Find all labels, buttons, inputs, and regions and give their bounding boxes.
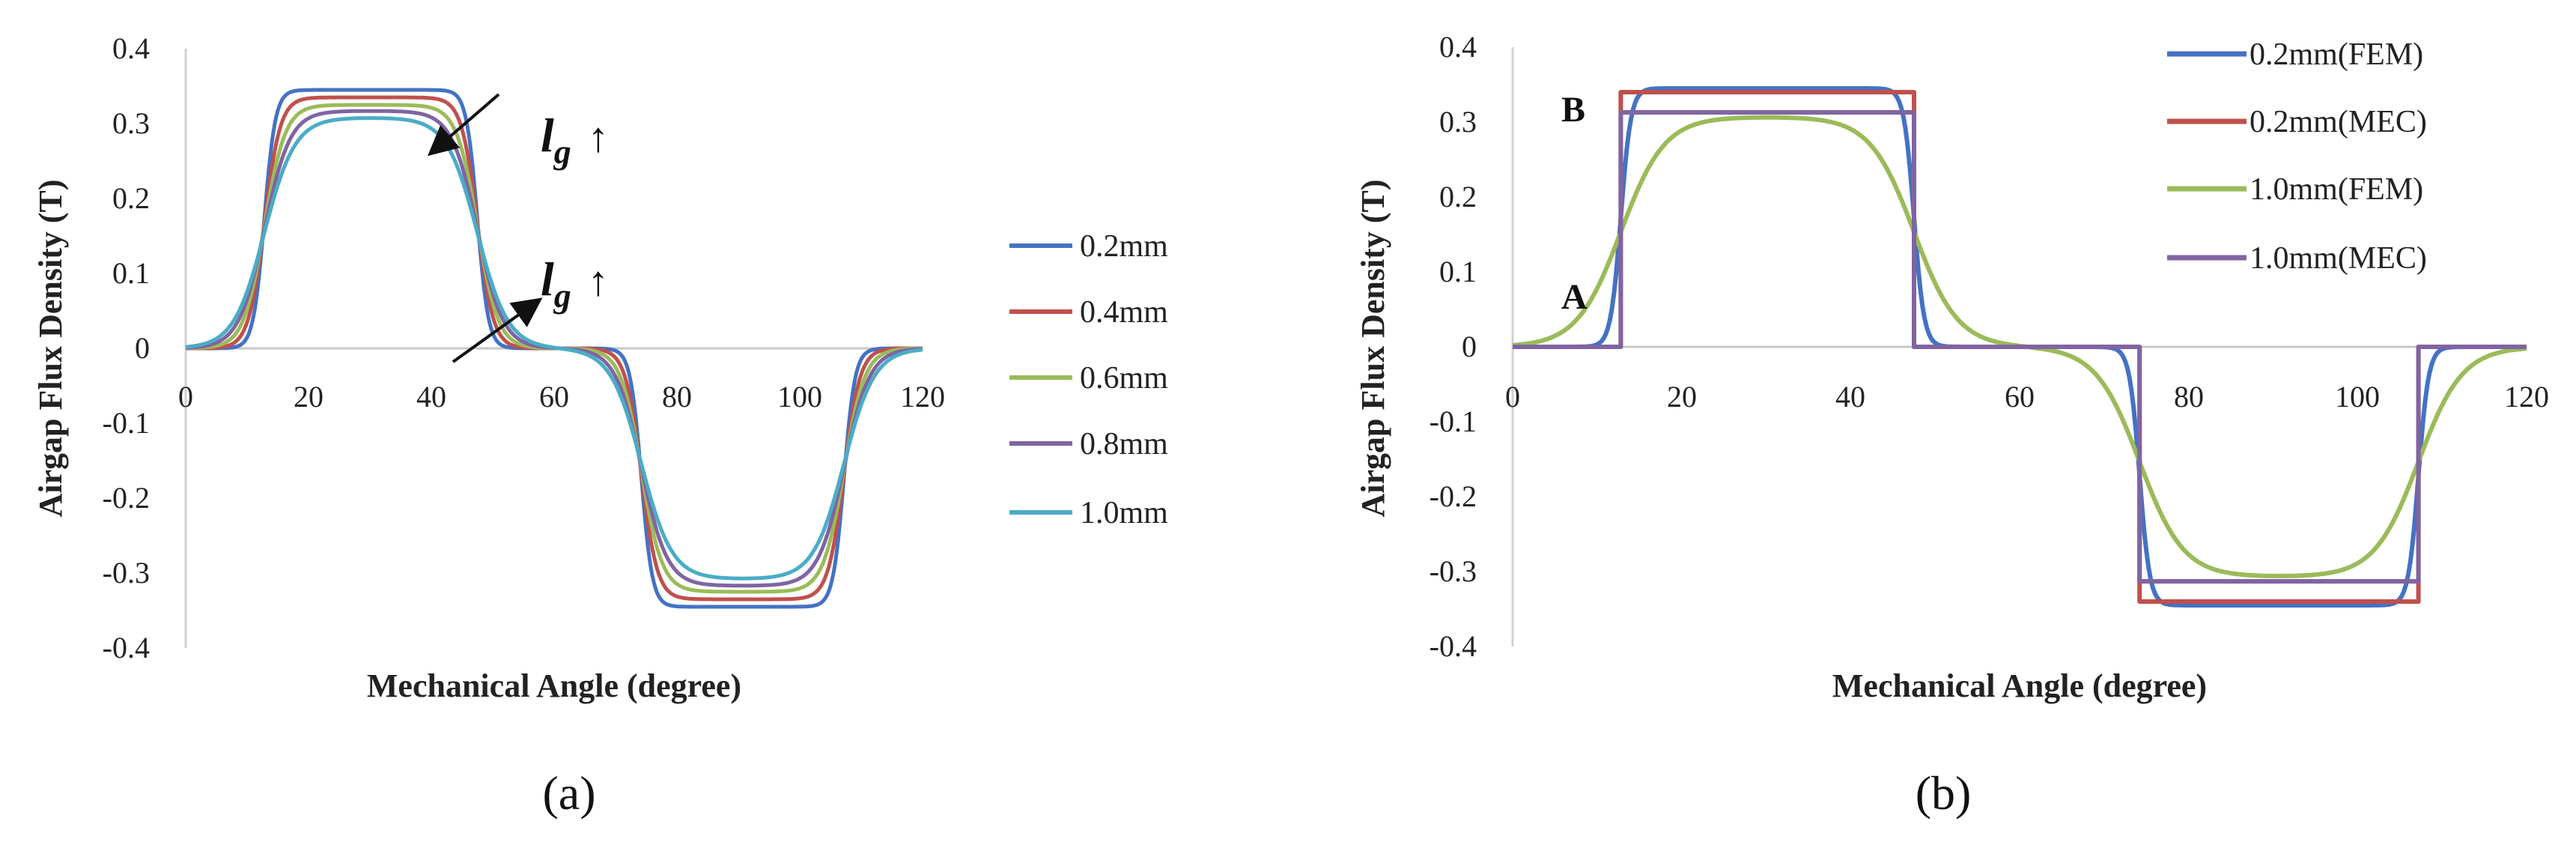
legend-label: 1.0mm(FEM) — [2250, 172, 2423, 207]
panel-a-xtick-label: 100 — [777, 380, 822, 414]
panel-b-xtick-label: 100 — [2335, 380, 2380, 414]
legend-item-0-2mm-mec: 0.2mm(MEC) — [2167, 105, 2427, 139]
panel-b-ytick-label: 0.1 — [1439, 255, 1477, 288]
legend-item-1-0mm-fem: 1.0mm(FEM) — [2167, 172, 2423, 207]
panel-b-xtick-label: 40 — [1835, 380, 1865, 414]
legend-label: 0.2mm — [1080, 229, 1168, 264]
panel-b-ytick-label: -0.4 — [1430, 629, 1477, 663]
panel-a: 0.4 0.3 0.2 0.1 0 -0.1 -0.2 -0.3 -0.4 0 … — [32, 31, 1168, 820]
panel-a-annotation-arrow-lower — [452, 297, 543, 363]
panel-a-annotation-arrow-upper — [427, 93, 500, 157]
panel-a-xtick-label: 80 — [662, 380, 692, 414]
legend-item-0-2mm-fem: 0.2mm(FEM) — [2167, 37, 2423, 72]
panel-b-series — [1512, 86, 2527, 608]
panel-a-label: (a) — [542, 766, 595, 820]
legend-label: 0.6mm — [1080, 361, 1168, 396]
panel-a-ytick-label: -0.3 — [103, 556, 150, 590]
panel-a-ytick-label: -0.4 — [103, 631, 150, 664]
legend-item-0-2mm: 0.2mm — [1009, 229, 1168, 264]
panel-a-ytick-label: 0.4 — [112, 31, 150, 65]
panel-b-ytick-label: -0.2 — [1430, 479, 1477, 513]
panel-b: 0.4 0.3 0.2 0.1 0 -0.1 -0.2 -0.3 -0.4 0 … — [1355, 30, 2549, 820]
panel-b-point-label-a: A — [1561, 277, 1588, 317]
panel-a-annotation-upper: lg ↑ — [541, 109, 609, 171]
legend-label: 0.2mm(FEM) — [2250, 37, 2423, 72]
panel-b-ytick-label: 0.2 — [1439, 180, 1477, 213]
panel-b-ytick-label: 0.3 — [1439, 105, 1477, 139]
panel-b-ytick-label: -0.3 — [1430, 554, 1477, 588]
legend-label: 1.0mm — [1080, 496, 1168, 530]
panel-b-ytick-label: 0 — [1462, 330, 1477, 363]
panel-a-legend: 0.2mm 0.4mm 0.6mm 0.8mm 1.0mm — [1009, 229, 1168, 530]
series-line-1-0mm — [185, 116, 923, 581]
series-line-1-0mm-mec- — [1513, 110, 2527, 584]
panel-a-xtick-label: 20 — [294, 380, 323, 414]
panel-a-xtick-label: 0 — [178, 380, 193, 414]
panel-a-ytick-label: 0 — [135, 331, 150, 365]
legend-label: 0.4mm — [1080, 295, 1168, 330]
panel-a-xtick-label: 60 — [539, 380, 569, 414]
panel-a-y-axis-title: Airgap Flux Density (T) — [32, 180, 69, 518]
panel-b-xtick-label: 60 — [2005, 380, 2035, 414]
legend-item-1-0mm: 1.0mm — [1009, 496, 1168, 530]
panel-a-xtick-label: 120 — [900, 380, 945, 414]
legend-item-1-0mm-mec: 1.0mm(MEC) — [2167, 241, 2427, 276]
legend-item-0-8mm: 0.8mm — [1009, 427, 1168, 461]
legend-item-0-4mm: 0.4mm — [1009, 295, 1168, 330]
panel-a-ytick-label: -0.1 — [103, 406, 150, 440]
panel-b-ytick-label: 0.4 — [1439, 30, 1477, 64]
panel-b-xtick-label: 0 — [1505, 380, 1520, 414]
panel-b-ytick-label: -0.1 — [1430, 405, 1477, 438]
panel-b-ytick-labels: 0.4 0.3 0.2 0.1 0 -0.1 -0.2 -0.3 -0.4 — [1430, 30, 1477, 663]
panel-b-xtick-labels: 0 20 40 60 80 100 120 — [1505, 380, 2549, 414]
panel-a-annotation-lower: lg ↑ — [541, 252, 609, 315]
panel-b-xtick-label: 20 — [1667, 380, 1697, 414]
legend-item-0-6mm: 0.6mm — [1009, 361, 1168, 396]
panel-b-y-axis-title: Airgap Flux Density (T) — [1355, 180, 1391, 518]
panel-a-ytick-label: 0.1 — [112, 256, 150, 290]
panel-a-xtick-labels: 0 20 40 60 80 100 120 — [178, 380, 945, 414]
panel-a-xtick-label: 40 — [416, 380, 446, 414]
panel-b-label: (b) — [1916, 766, 1972, 820]
legend-label: 0.8mm — [1080, 427, 1168, 461]
legend-label: 0.2mm(MEC) — [2250, 105, 2427, 139]
panel-a-x-axis-title: Mechanical Angle (degree) — [367, 667, 741, 704]
panel-a-ytick-labels: 0.4 0.3 0.2 0.1 0 -0.1 -0.2 -0.3 -0.4 — [103, 31, 150, 664]
panel-a-ytick-label: 0.3 — [112, 106, 150, 140]
panel-b-point-label-b: B — [1561, 90, 1585, 130]
panel-b-xtick-label: 120 — [2504, 380, 2549, 414]
panel-a-series — [185, 88, 923, 609]
legend-label: 1.0mm(MEC) — [2250, 241, 2427, 276]
panel-b-x-axis-title: Mechanical Angle (degree) — [1832, 667, 2207, 704]
panel-b-xtick-label: 80 — [2174, 380, 2204, 414]
panel-a-ytick-label: 0.2 — [112, 181, 150, 215]
panel-a-ytick-label: -0.2 — [103, 481, 150, 515]
panel-b-legend: 0.2mm(FEM) 0.2mm(MEC) 1.0mm(FEM) 1.0mm(M… — [2167, 37, 2427, 276]
